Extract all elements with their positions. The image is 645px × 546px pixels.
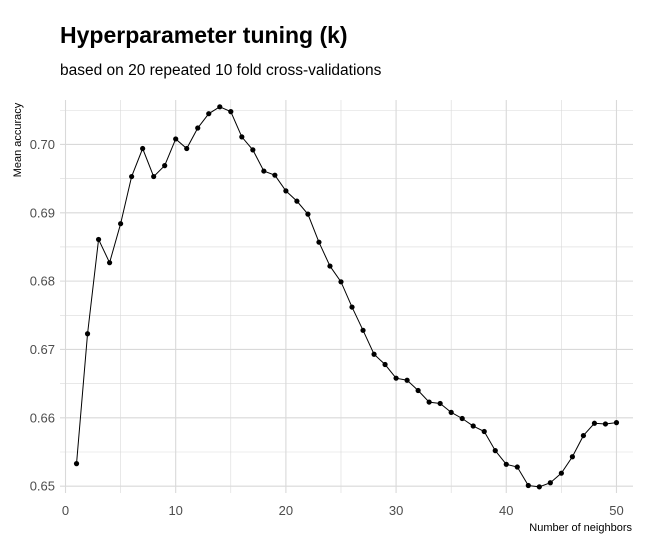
- data-point: [261, 168, 267, 174]
- data-point: [580, 432, 587, 439]
- x-tick-label: 50: [609, 503, 623, 518]
- data-point: [514, 464, 520, 470]
- data-point: [140, 145, 146, 152]
- data-point: [173, 136, 179, 142]
- data-point: [602, 421, 609, 427]
- x-tick-label: 10: [168, 503, 182, 518]
- data-point: [162, 163, 168, 169]
- data-point: [129, 173, 135, 180]
- data-point: [371, 351, 377, 357]
- data-point: [305, 211, 311, 217]
- data-point: [503, 461, 509, 467]
- data-point: [84, 331, 91, 337]
- y-tick-label: 0.66: [30, 410, 55, 425]
- major-grid: [60, 100, 633, 493]
- data-point: [426, 399, 432, 405]
- data-point: [327, 263, 333, 269]
- data-point: [250, 147, 256, 153]
- data-point: [283, 188, 289, 194]
- data-point: [393, 375, 399, 381]
- data-point: [294, 198, 300, 204]
- x-tick-label: 40: [499, 503, 513, 518]
- minor-grid: [60, 100, 633, 493]
- data-point: [118, 221, 124, 227]
- chart-title: Hyperparameter tuning (k): [60, 22, 348, 48]
- y-axis-title: Mean accuracy: [12, 102, 24, 177]
- data-point: [613, 420, 620, 426]
- y-tick-label: 0.68: [30, 274, 55, 289]
- y-tick-label: 0.67: [30, 342, 55, 357]
- data-point: [569, 454, 575, 460]
- data-point: [206, 111, 212, 117]
- data-point: [547, 480, 553, 486]
- data-point: [228, 109, 234, 115]
- x-axis-ticks: 0 10 20 30 40 50: [62, 503, 624, 518]
- data-point: [470, 423, 476, 429]
- y-axis-ticks: 0.65 0.66 0.67 0.68 0.69 0.70: [30, 137, 55, 494]
- data-point: [558, 470, 564, 476]
- data-point: [184, 145, 190, 152]
- data-point: [481, 428, 487, 435]
- data-point: [316, 239, 322, 245]
- data-point: [536, 484, 542, 490]
- y-tick-label: 0.69: [30, 205, 55, 220]
- data-point: [106, 260, 113, 266]
- series-line: [76, 106, 617, 488]
- x-tick-label: 30: [389, 503, 403, 518]
- data-point: [272, 172, 278, 178]
- data-point: [338, 279, 344, 285]
- data-point: [349, 304, 355, 310]
- data-point: [217, 104, 223, 110]
- data-point: [404, 377, 410, 383]
- series-line-layer: [76, 106, 617, 488]
- data-point: [415, 387, 421, 394]
- data-point: [360, 327, 366, 333]
- data-point: [195, 125, 201, 131]
- y-tick-label: 0.65: [30, 479, 55, 494]
- data-point: [459, 415, 465, 422]
- data-point: [591, 420, 598, 426]
- data-point: [382, 361, 388, 368]
- data-point: [525, 482, 531, 489]
- data-point: [437, 400, 443, 407]
- data-point: [73, 461, 80, 467]
- data-points: [73, 104, 620, 490]
- data-point: [492, 448, 498, 454]
- x-tick-label: 20: [279, 503, 293, 518]
- y-tick-label: 0.70: [30, 137, 55, 152]
- x-tick-label: 0: [62, 503, 69, 518]
- chart-subtitle: based on 20 repeated 10 fold cross-valid…: [60, 62, 382, 79]
- data-point: [448, 409, 454, 415]
- data-point: [151, 173, 157, 180]
- data-point: [239, 134, 245, 140]
- x-axis-title: Number of neighbors: [529, 522, 632, 534]
- data-point: [95, 236, 102, 243]
